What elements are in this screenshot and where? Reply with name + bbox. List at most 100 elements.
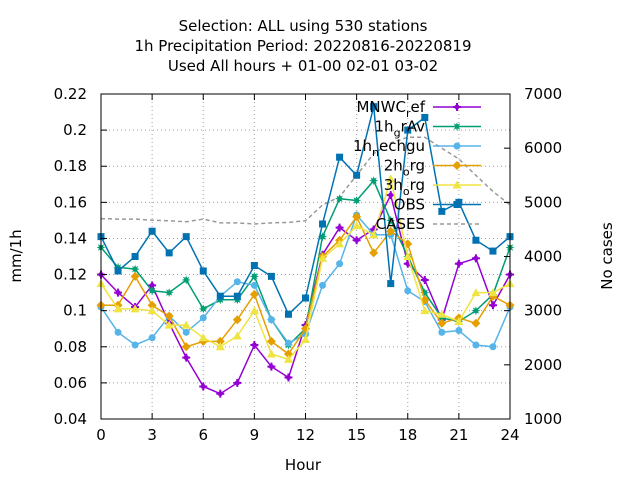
- series-layer: [96, 103, 515, 398]
- data-point: [148, 227, 156, 235]
- y-tick-label: 0.1: [63, 302, 87, 320]
- data-point: [130, 264, 140, 274]
- data-point: [488, 301, 497, 310]
- data-point: [301, 335, 310, 344]
- data-point: [148, 281, 157, 290]
- data-point: [114, 267, 122, 275]
- data-point: [471, 288, 481, 297]
- data-point: [420, 275, 429, 284]
- data-point: [181, 275, 191, 285]
- data-point: [232, 315, 242, 325]
- data-point: [114, 288, 123, 297]
- data-point: [250, 281, 258, 289]
- legend-entry: MNWCref: [356, 98, 481, 120]
- data-point: [147, 300, 157, 310]
- x-tick-label: 24: [500, 426, 519, 444]
- x-tick-label: 12: [296, 426, 315, 444]
- data-point: [421, 113, 429, 121]
- data-point: [233, 378, 242, 387]
- data-point: [471, 254, 480, 263]
- data-point: [452, 122, 462, 131]
- x-tick-label: 6: [198, 426, 208, 444]
- data-point: [437, 309, 447, 318]
- data-point: [336, 260, 344, 268]
- data-point: [267, 272, 275, 280]
- legend-label: 1hnechgu: [353, 137, 425, 159]
- data-point: [404, 126, 412, 134]
- x-axis-label: Hour: [285, 456, 322, 474]
- data-point: [147, 306, 157, 315]
- data-point: [284, 310, 292, 318]
- y-tick-label: 0.14: [54, 229, 87, 247]
- data-point: [386, 226, 396, 236]
- x-tick-label: 3: [147, 426, 157, 444]
- data-point: [489, 343, 497, 351]
- data-point: [420, 306, 430, 315]
- data-point: [335, 223, 344, 232]
- data-point: [249, 289, 259, 299]
- data-point: [215, 342, 225, 351]
- data-point: [472, 341, 480, 349]
- y2-tick-label: 4000: [524, 248, 562, 266]
- data-point: [283, 354, 293, 363]
- legend-entry: 1hnechgu: [353, 137, 481, 159]
- data-point: [250, 340, 259, 349]
- data-point: [182, 328, 190, 336]
- data-point: [198, 304, 208, 314]
- data-point: [370, 103, 378, 111]
- data-point: [284, 339, 292, 347]
- y-tick-label: 0.08: [54, 338, 87, 356]
- data-point: [199, 382, 208, 391]
- x-tick-label: 9: [250, 426, 260, 444]
- legend-entry: 1hgrAv: [375, 118, 481, 140]
- data-point: [216, 292, 224, 300]
- legend-entry: 2horg: [384, 157, 481, 179]
- x-tick-label: 18: [398, 426, 417, 444]
- legend-entry-cases: CASES: [376, 215, 481, 233]
- data-point: [352, 196, 362, 205]
- y-tick-label: 0.12: [54, 266, 87, 284]
- y-tick-label: 0.2: [63, 121, 87, 139]
- series-line-cases: [100, 136, 511, 225]
- data-point: [284, 373, 293, 382]
- y2-tick-label: 1000: [524, 410, 562, 428]
- data-point: [452, 180, 462, 189]
- data-point: [454, 317, 464, 325]
- data-point: [130, 271, 140, 281]
- data-point: [199, 267, 207, 275]
- y2-tick-label: 7000: [524, 85, 562, 103]
- data-point: [164, 311, 174, 321]
- data-point: [452, 161, 462, 170]
- data-point: [319, 220, 327, 228]
- data-point: [233, 292, 241, 300]
- data-point: [302, 294, 309, 302]
- y2-tick-label: 3000: [524, 302, 562, 320]
- chart-title-line-1: Selection: ALL using 530 stations: [179, 17, 428, 35]
- data-point: [318, 253, 328, 262]
- y2-tick-label: 6000: [524, 139, 562, 157]
- data-point: [335, 194, 345, 204]
- data-point: [369, 248, 379, 258]
- legend-label: MNWCref: [356, 98, 425, 120]
- y-axis-label: mm/1h: [7, 229, 25, 282]
- y-tick-label: 0.18: [54, 157, 87, 175]
- data-point: [471, 318, 481, 328]
- data-point: [369, 230, 379, 239]
- data-point: [403, 252, 413, 260]
- x-tick-label: 21: [449, 426, 468, 444]
- data-point: [471, 306, 481, 316]
- data-point: [386, 215, 396, 225]
- data-point: [165, 249, 173, 257]
- legend-entry: OBS: [394, 196, 481, 214]
- data-point: [199, 314, 207, 322]
- legend-label: 1hgrAv: [375, 118, 426, 140]
- legend-label: OBS: [394, 196, 425, 214]
- chart-title-line-2: 1h Precipitation Period: 20220816-202208…: [134, 37, 471, 55]
- legend-label: 3horg: [384, 176, 425, 198]
- data-point: [113, 304, 123, 313]
- data-point: [181, 320, 191, 329]
- data-point: [147, 286, 157, 296]
- cases-layer: [100, 136, 511, 225]
- data-point: [489, 247, 497, 255]
